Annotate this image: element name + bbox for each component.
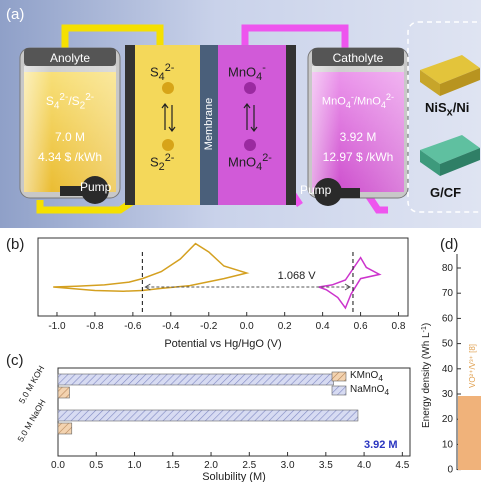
bar-xtick-label: 2.5 <box>242 460 256 471</box>
bar-xtick-label: 0.0 <box>51 460 65 471</box>
bar-xtick-label: 3.0 <box>281 460 295 471</box>
legend-label-KMnO4: KMnO4 <box>350 370 383 383</box>
bar-xtick-label: 1.5 <box>166 460 180 471</box>
anolyte-pump <box>81 176 109 204</box>
cv-gap-arrowhead-right <box>344 283 351 291</box>
anolyte-cost: 4.34 $ /kWh <box>37 150 103 164</box>
catholyte-cost: 12.97 $ /kWh <box>322 150 394 164</box>
energy-density-ylabel: Energy density (Wh L-1) <box>421 323 433 428</box>
partial-series-label: VO²⁺/V³⁺ [8] <box>468 344 477 388</box>
cv-xtick-label: 0.0 <box>240 321 254 332</box>
right-electrode-plate <box>286 45 296 205</box>
legend-swatch-KMnO4 <box>331 371 347 382</box>
s4-label: S42- <box>150 62 175 83</box>
catholyte-cap <box>312 48 404 66</box>
left-electrode-plate <box>125 45 135 205</box>
energy-ytick-label: 10 <box>442 439 454 450</box>
bar-NaMnO4-0 <box>57 373 334 386</box>
anolyte-title: Anolyte <box>49 51 91 65</box>
bar-xtick-label: 0.5 <box>89 460 103 471</box>
energy-ytick-label: 20 <box>442 414 454 425</box>
flow-battery-diagram <box>19 21 481 214</box>
mno42-label: MnO42- <box>228 152 272 173</box>
legend-swatch-NaMnO4 <box>331 385 347 396</box>
nis-ni-label: NiSx/Ni <box>425 100 470 119</box>
membrane-label: Membrane <box>203 97 215 151</box>
cv-plot-frame <box>37 237 409 317</box>
anolyte-pipe-top <box>61 24 164 50</box>
catholyte-pipe-top <box>241 24 349 50</box>
bar-category-label: 5.0 M NaOH <box>15 398 47 444</box>
panel-d-label: (d) <box>440 236 459 253</box>
cv-xtick-label: -0.2 <box>200 321 218 332</box>
anolyte-cap <box>24 48 116 66</box>
bar-KMnO4-1 <box>57 422 73 435</box>
anolyte-pump-label: Pump <box>80 180 112 194</box>
cv-series-0 <box>53 242 250 292</box>
bar-xtick-label: 4.0 <box>357 460 371 471</box>
panel-c-label: (c) <box>6 352 24 369</box>
cv-gap-label: 1.068 V <box>278 270 317 282</box>
bar-NaMnO4-1 <box>57 409 359 422</box>
panel-a: (a) <box>0 0 481 228</box>
catholyte-concentration: 3.92 M <box>339 130 377 144</box>
legend-label-NaMnO4: NaMnO4 <box>350 384 389 397</box>
nis-ni-electrode-image <box>420 55 480 96</box>
s2-label: S22- <box>150 152 175 173</box>
bar-xtick-label: 3.5 <box>319 460 333 471</box>
electrode-box <box>407 21 481 213</box>
bar-category-label: 5.0 M KOH <box>17 364 47 405</box>
energy-ytick-label: 70 <box>442 288 454 299</box>
catholyte-pump <box>314 178 342 206</box>
bar-xtick-label: 2.0 <box>204 460 218 471</box>
g-cf-label: G/CF <box>430 185 462 200</box>
panel-b-label: (b) <box>6 236 25 253</box>
cv-xtick-label: -1.0 <box>48 321 66 332</box>
bar-KMnO4-0 <box>57 386 70 399</box>
s2-bubble <box>162 139 174 151</box>
panel-a-label: (a) <box>6 6 25 23</box>
catholyte-cell <box>218 45 286 205</box>
cv-xtick-label: 0.8 <box>392 321 406 332</box>
energy-ytick-label: 40 <box>442 364 454 375</box>
bar-xtick-label: 4.5 <box>395 460 409 471</box>
energy-ytick-label: 60 <box>442 313 454 324</box>
energy-ytick-label: 80 <box>442 263 454 274</box>
cv-gap-arrowhead-left <box>144 283 151 291</box>
energy-density-chart: 80 70 60 50 40 30 20 10 0 Energy density (Wh L-1… <box>421 254 481 476</box>
anolyte-concentration: 7.0 M <box>54 130 85 144</box>
s4-bubble <box>162 82 174 94</box>
cv-series-1 <box>318 256 382 310</box>
bar-xlabel: Solubility (M) <box>202 471 266 482</box>
cv-xtick-label: 0.2 <box>278 321 292 332</box>
cv-xlabel: Potential vs Hg/HgO (V) <box>164 338 281 350</box>
cv-xtick-label: 0.4 <box>316 321 330 332</box>
cv-xtick-label: -0.6 <box>124 321 142 332</box>
catholyte-pump-label: Pump <box>300 183 332 197</box>
catholyte-title: Catholyte <box>332 51 384 65</box>
bar-xtick-label: 1.0 <box>128 460 142 471</box>
mno42-bubble <box>244 139 256 151</box>
anolyte-couple: S42-/S22- <box>45 92 95 112</box>
max-value-label: 3.92 M <box>364 439 398 451</box>
energy-ytick-label: 0 <box>447 465 453 476</box>
membrane <box>200 45 218 205</box>
g-cf-electrode-image <box>420 135 480 176</box>
energy-ytick-label: 50 <box>442 339 454 350</box>
anolyte-cell <box>135 45 200 205</box>
mno4-bubble <box>244 82 256 94</box>
cv-xtick-label: -0.8 <box>86 321 104 332</box>
cv-xtick-label: 0.6 <box>354 321 368 332</box>
catholyte-couple: MnO4-/MnO42- <box>321 92 395 110</box>
cv-chart: -1.0 -0.8 -0.6 -0.4 -0.2 0.0 0.2 0.4 0.6 0.8 1.06… <box>37 237 409 350</box>
mno4-label: MnO4- <box>228 62 266 83</box>
energy-ytick-label: 30 <box>442 389 454 400</box>
cv-xtick-label: -0.4 <box>162 321 180 332</box>
energy-density-bar <box>458 396 481 470</box>
